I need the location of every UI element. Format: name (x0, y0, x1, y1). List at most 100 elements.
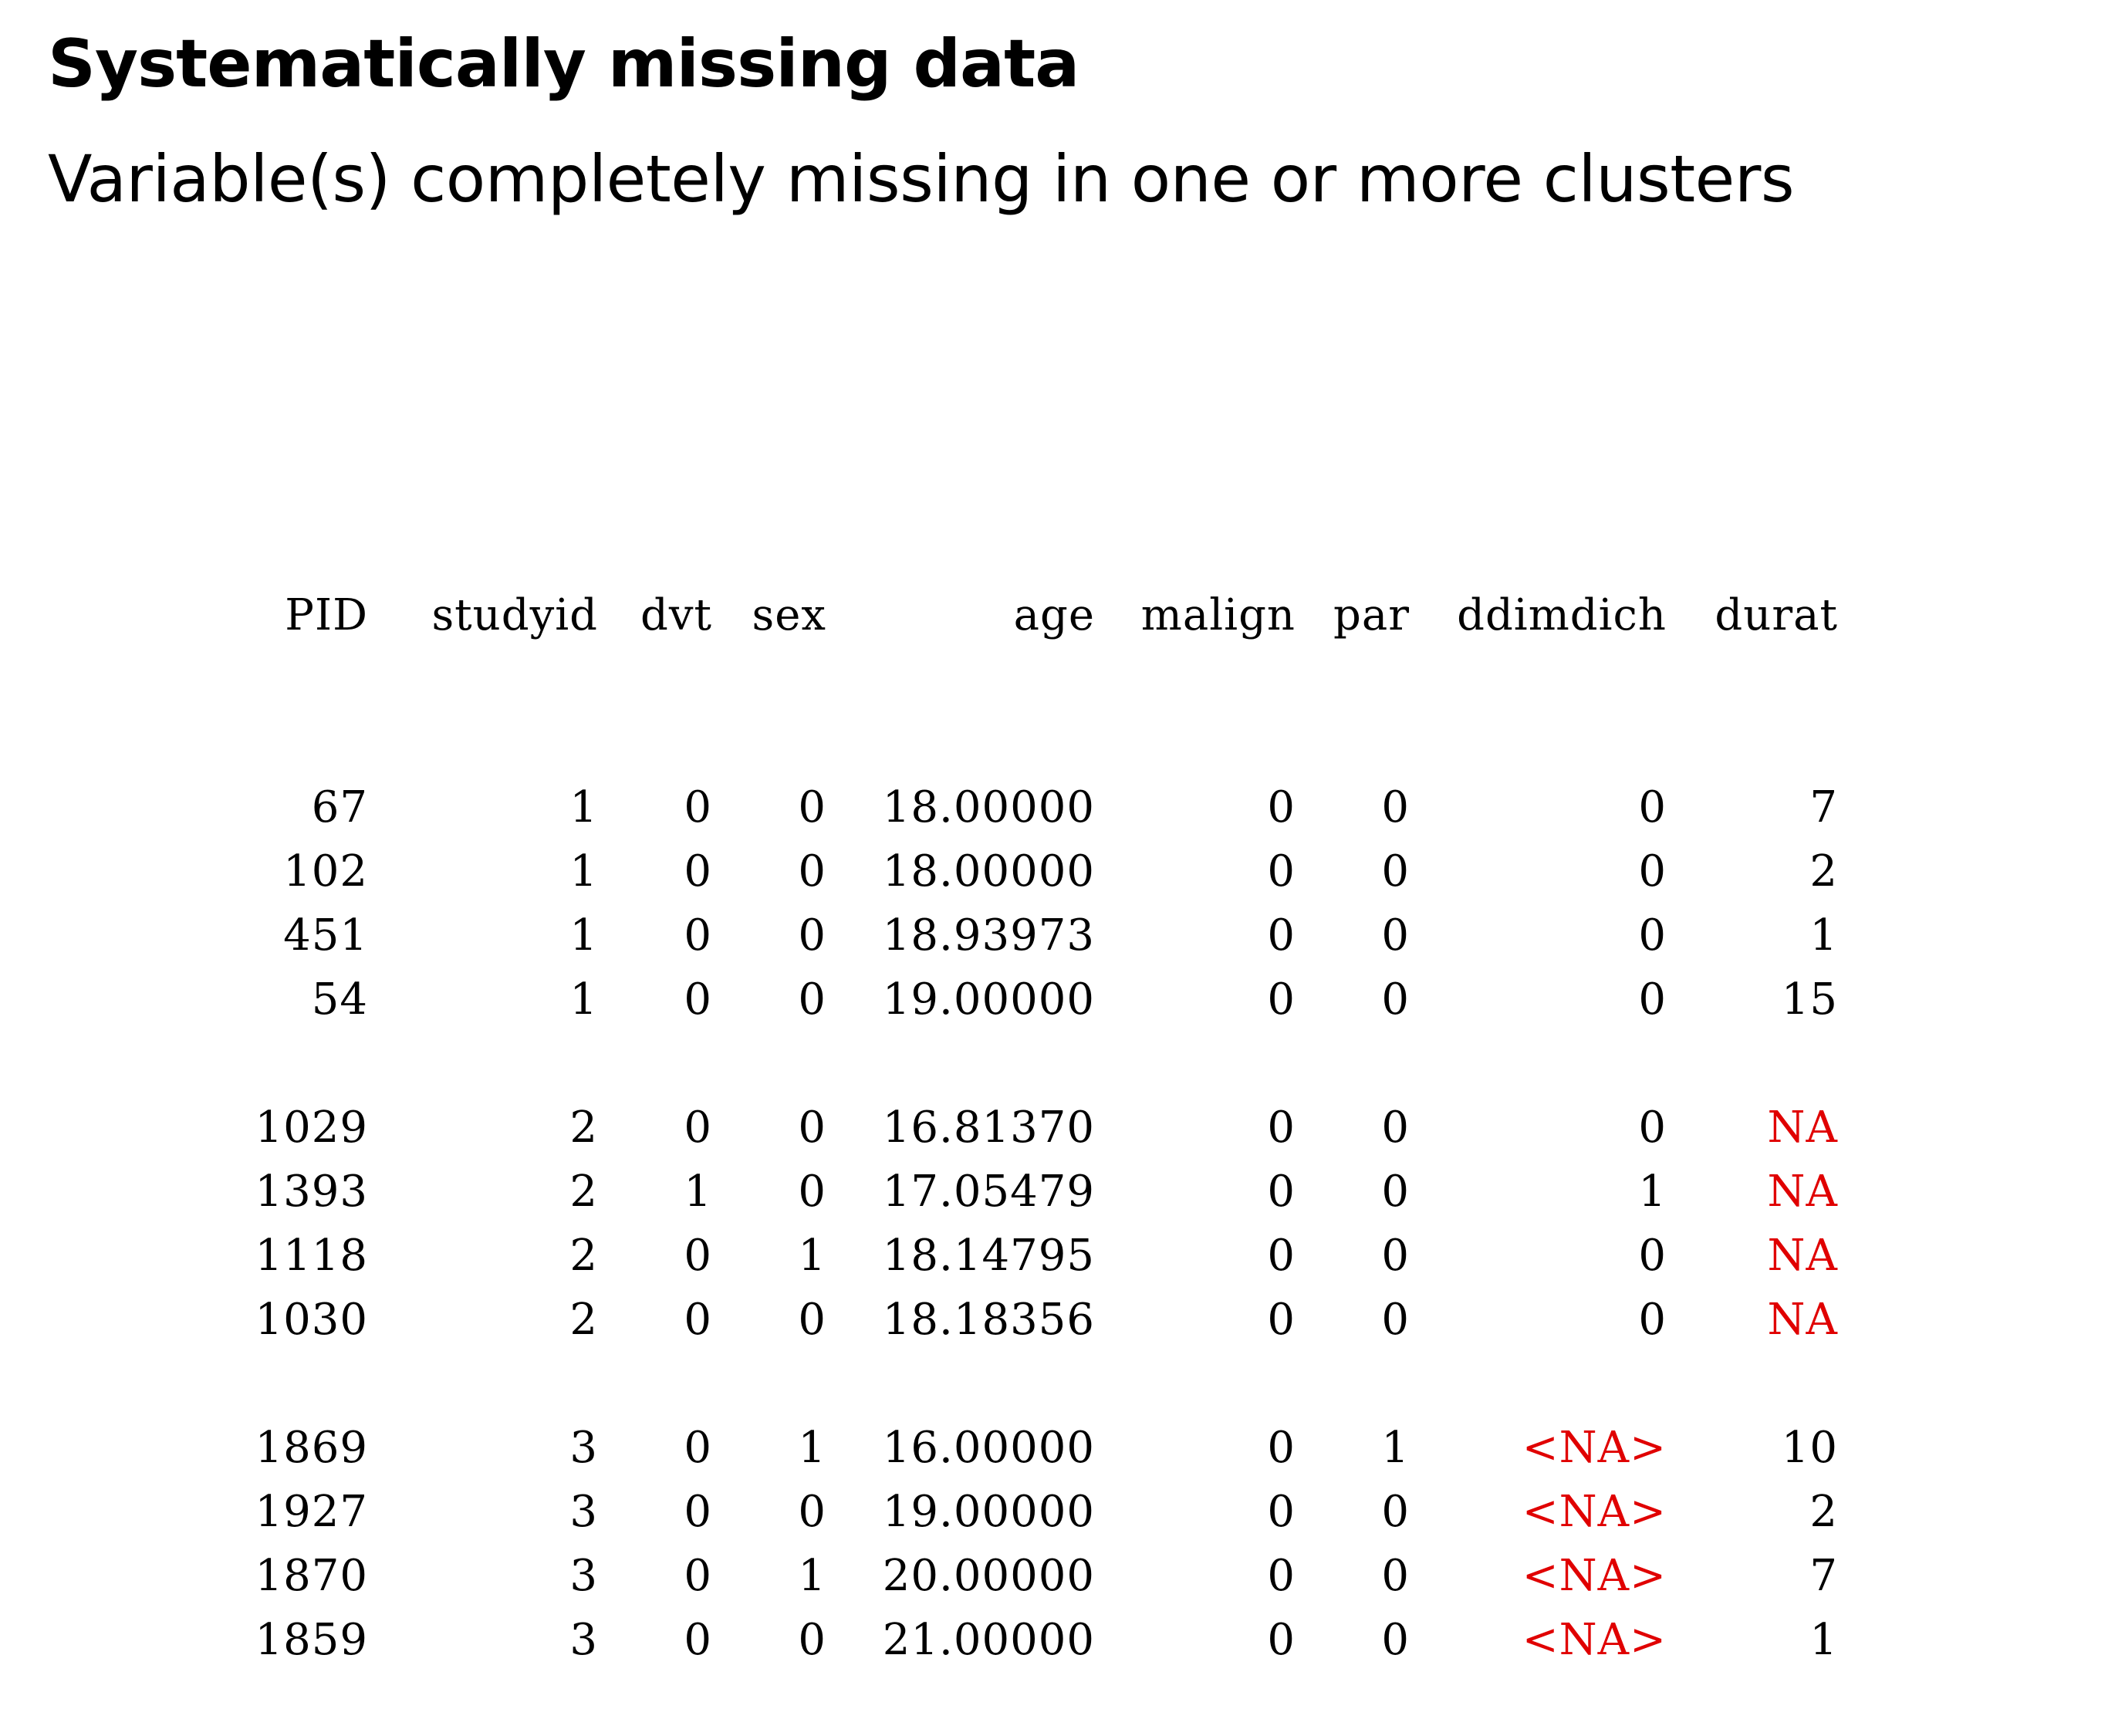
cell-durat: 7 (1809, 782, 1838, 833)
cell-dvt: 0 (684, 1103, 712, 1153)
cell-durat: 15 (1781, 974, 1838, 1025)
slide-subtitle: Variable(s) completely missing in one or… (48, 141, 1795, 217)
cell-ddimdich: <NA> (1522, 1487, 1667, 1537)
cell-par: 0 (1381, 1295, 1410, 1345)
cell-durat: NA (1767, 1295, 1838, 1345)
cell-dvt: 0 (684, 1295, 712, 1345)
cell-age: 18.00000 (882, 846, 1095, 897)
table-row: 451 1 0 0 18.93973 0 0 0 1 (255, 903, 1838, 968)
cell-durat: 1 (1809, 910, 1838, 961)
cell-dvt: 0 (684, 1615, 712, 1665)
cell-pid: 1118 (255, 1231, 368, 1281)
cell-ddimdich: <NA> (1522, 1615, 1667, 1665)
cell-malign: 0 (1267, 1423, 1296, 1473)
cell-dvt: 0 (684, 846, 712, 897)
cell-ddimdich: 0 (1638, 1231, 1667, 1281)
cell-studyid: 3 (569, 1551, 598, 1601)
cell-ddimdich: <NA> (1522, 1551, 1667, 1601)
cell-pid: 1030 (255, 1295, 368, 1345)
cell-age: 16.81370 (882, 1103, 1095, 1153)
cell-par: 0 (1381, 910, 1410, 961)
cell-malign: 0 (1267, 1295, 1296, 1345)
cell-par: 1 (1381, 1423, 1410, 1473)
cell-malign: 0 (1267, 1103, 1296, 1153)
cell-sex: 0 (798, 1103, 826, 1153)
cell-malign: 0 (1267, 974, 1296, 1025)
cell-durat: 7 (1809, 1551, 1838, 1601)
cell-pid: 67 (311, 782, 368, 833)
column-header-par: par (1333, 590, 1410, 640)
cell-pid: 1869 (255, 1423, 368, 1473)
cell-malign: 0 (1267, 1551, 1296, 1601)
cell-age: 18.93973 (882, 910, 1095, 961)
cell-par: 0 (1381, 1167, 1410, 1217)
cell-ddimdich: 0 (1638, 1103, 1667, 1153)
cell-studyid: 2 (569, 1103, 598, 1153)
cell-malign: 0 (1267, 1167, 1296, 1217)
cell-durat: 2 (1809, 846, 1838, 897)
column-header-sex: sex (752, 590, 826, 640)
column-header-ddimdich: ddimdich (1457, 590, 1667, 640)
cell-age: 19.00000 (882, 974, 1095, 1025)
cell-dvt: 0 (684, 1423, 712, 1473)
table-row: 1393 2 1 0 17.05479 0 0 1 NA (255, 1160, 1838, 1224)
table-row: 1927 3 0 0 19.00000 0 0 <NA> 2 (255, 1480, 1838, 1544)
cell-malign: 0 (1267, 846, 1296, 897)
cell-sex: 0 (798, 1167, 826, 1217)
cell-malign: 0 (1267, 1487, 1296, 1537)
cell-pid: 451 (283, 910, 368, 961)
cell-durat: 2 (1809, 1487, 1838, 1537)
data-frame-output: PID studyid dvt sex age malign par ddimd… (255, 455, 1838, 1736)
table-row: 1118 2 0 1 18.14795 0 0 0 NA (255, 1224, 1838, 1288)
cell-ddimdich: 0 (1638, 910, 1667, 961)
cell-ddimdich: 0 (1638, 846, 1667, 897)
cell-durat: NA (1767, 1103, 1838, 1153)
cell-par: 0 (1381, 974, 1410, 1025)
table-row: 1029 2 0 0 16.81370 0 0 0 NA (255, 1096, 1838, 1160)
table-header: PID studyid dvt sex age malign par ddimd… (255, 583, 1838, 647)
column-header-pid: PID (285, 590, 368, 640)
cell-sex: 0 (798, 910, 826, 961)
cell-par: 0 (1381, 1551, 1410, 1601)
table-row: 1869 3 0 1 16.00000 0 1 <NA> 10 (255, 1416, 1838, 1480)
cell-durat: 1 (1809, 1615, 1838, 1665)
cell-sex: 1 (798, 1231, 826, 1281)
cell-durat: NA (1767, 1231, 1838, 1281)
cell-age: 18.14795 (882, 1231, 1095, 1281)
cell-pid: 1927 (255, 1487, 368, 1537)
cell-ddimdich: 0 (1638, 1295, 1667, 1345)
cell-ddimdich: 1 (1638, 1167, 1667, 1217)
cell-sex: 0 (798, 1615, 826, 1665)
column-header-malign: malign (1140, 590, 1296, 640)
cell-sex: 0 (798, 1295, 826, 1345)
cell-dvt: 0 (684, 910, 712, 961)
cell-age: 18.18356 (882, 1295, 1095, 1345)
column-header-durat: durat (1715, 590, 1838, 640)
table-body: 67 1 0 0 18.00000 0 0 0 7 102 1 0 0 18.00000 0 0 0 2 451 1 0… (255, 775, 1838, 1672)
table-row: 102 1 0 0 18.00000 0 0 0 2 (255, 839, 1838, 903)
slide-title: Systematically missing data (48, 25, 1079, 103)
cell-par: 0 (1381, 1615, 1410, 1665)
cell-pid: 1029 (255, 1103, 368, 1153)
cell-pid: 102 (283, 846, 368, 897)
table-row: 1870 3 0 1 20.00000 0 0 <NA> 7 (255, 1544, 1838, 1608)
cell-dvt: 0 (684, 1487, 712, 1537)
cell-malign: 0 (1267, 910, 1296, 961)
cell-par: 0 (1381, 1231, 1410, 1281)
cell-par: 0 (1381, 1103, 1410, 1153)
cell-par: 0 (1381, 782, 1410, 833)
cell-studyid: 1 (569, 974, 598, 1025)
cell-pid: 1393 (255, 1167, 368, 1217)
cell-sex: 0 (798, 782, 826, 833)
cell-sex: 0 (798, 846, 826, 897)
column-header-age: age (1013, 590, 1095, 640)
cell-sex: 0 (798, 1487, 826, 1537)
table-row: 67 1 0 0 18.00000 0 0 0 7 (255, 775, 1838, 839)
cell-age: 17.05479 (882, 1167, 1095, 1217)
cell-studyid: 2 (569, 1231, 598, 1281)
cell-durat: NA (1767, 1167, 1838, 1217)
cell-pid: 1870 (255, 1551, 368, 1601)
cell-dvt: 0 (684, 1551, 712, 1601)
cell-ddimdich: 0 (1638, 782, 1667, 833)
cell-age: 16.00000 (882, 1423, 1095, 1473)
